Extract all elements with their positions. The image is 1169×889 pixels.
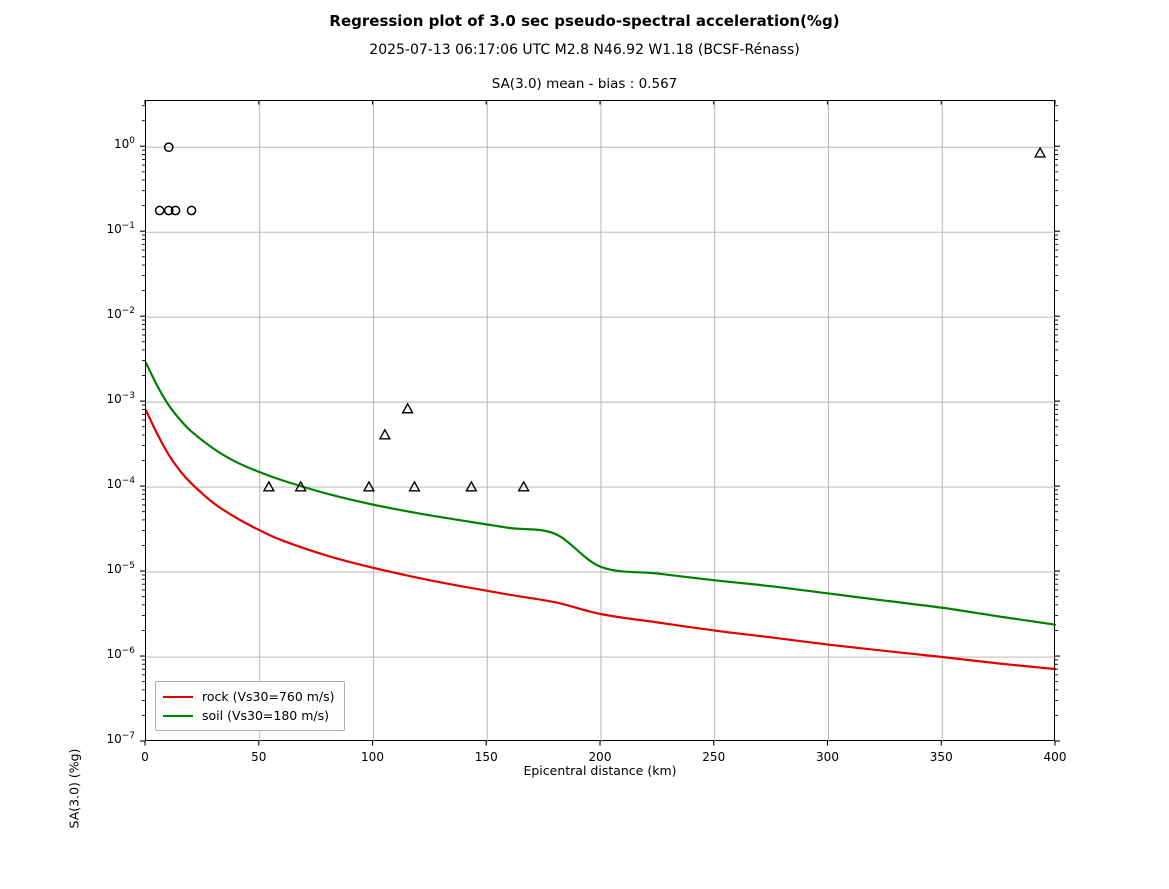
y-tick-label: 10−6 (106, 646, 135, 662)
x-tick-label: 100 (361, 750, 384, 764)
y-tick-label: 100 (113, 136, 135, 152)
legend-item-soil[interactable]: soil (Vs30=180 m/s) (163, 706, 335, 725)
x-tick-label: 0 (141, 750, 149, 764)
regression-curves (146, 361, 1056, 671)
legend-label-rock: rock (Vs30=760 m/s) (202, 689, 335, 704)
y-tick-label: 10−7 (106, 731, 135, 746)
x-tick-label: 200 (588, 750, 612, 764)
legend-label-soil: soil (Vs30=180 m/s) (202, 708, 330, 723)
legend-item-rock[interactable]: rock (Vs30=760 m/s) (163, 687, 335, 706)
y-tick-label: 10−5 (106, 561, 135, 577)
event-subtitle: 2025-07-13 06:17:06 UTC M2.8 N46.92 W1.1… (369, 42, 800, 58)
page-title: Regression plot of 3.0 sec pseudo-spectr… (329, 12, 840, 30)
legend[interactable]: rock (Vs30=760 m/s) soil (Vs30=180 m/s) (155, 681, 345, 731)
bias-annotation: SA(3.0) mean - bias : 0.567 (491, 76, 678, 92)
legend-swatch-rock (163, 695, 193, 698)
y-tick-label: 10−1 (106, 221, 135, 237)
x-axis-title: Epicentral distance (km) (523, 763, 677, 778)
x-tick-label: 350 (929, 750, 953, 764)
x-tick-label: 150 (474, 750, 498, 764)
plot-area: rock (Vs30=760 m/s) soil (Vs30=180 m/s) (145, 100, 1056, 742)
grid-lines (146, 101, 1056, 742)
x-tick-label: 50 (251, 750, 267, 764)
x-tick-label: 400 (1043, 750, 1067, 764)
axis-ticks (140, 100, 1060, 746)
observation-markers (154, 142, 1047, 492)
legend-swatch-soil (163, 714, 193, 717)
y-tick-label: 10−4 (106, 476, 135, 492)
figure: Regression plot of 3.0 sec pseudo-spectr… (67, 12, 1067, 828)
x-tick-label: 250 (702, 750, 726, 764)
y-tick-label: 10−3 (106, 391, 135, 407)
y-tick-label: 10−2 (106, 306, 135, 322)
x-tick-label: 300 (816, 750, 839, 764)
chart-canvas (146, 101, 1056, 742)
